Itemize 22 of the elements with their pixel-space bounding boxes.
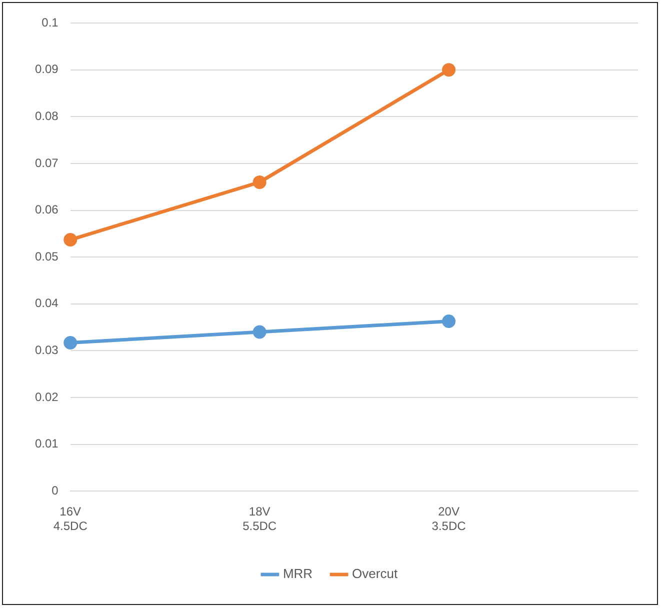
y-tick-label: 0.05 bbox=[34, 249, 59, 264]
y-tick-label: 0.07 bbox=[34, 156, 59, 170]
y-tick-label: 0.09 bbox=[34, 62, 59, 76]
legend-label: MRR bbox=[282, 566, 313, 582]
x-tick-label: 16V 4.5DC bbox=[53, 504, 88, 534]
point bbox=[64, 336, 78, 350]
y-tick-label: 0.02 bbox=[34, 390, 59, 404]
y-tick-label: 0.08 bbox=[34, 108, 59, 123]
y-tick-label: 0.04 bbox=[34, 296, 59, 310]
x-tick-label: 20V 3.5DC bbox=[432, 504, 466, 534]
y-tick-label: 0.06 bbox=[34, 202, 59, 217]
point bbox=[64, 233, 78, 247]
y-tick-label: 0 bbox=[52, 484, 59, 498]
point bbox=[252, 175, 266, 189]
point bbox=[252, 325, 266, 339]
y-tick-label: 0.1 bbox=[42, 15, 59, 30]
x-tick-label: 18V 5.5DC bbox=[242, 504, 277, 534]
y-tick-label: 0.03 bbox=[34, 343, 59, 358]
y-tick-label: 0.01 bbox=[34, 436, 59, 451]
point bbox=[442, 314, 456, 328]
legend-label: Overcut bbox=[352, 566, 398, 582]
point bbox=[442, 63, 456, 77]
